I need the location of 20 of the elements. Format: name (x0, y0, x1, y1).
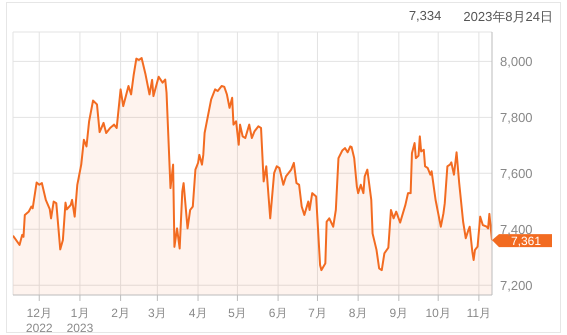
x-tick-label: 4月 (188, 306, 208, 320)
text: 2023年8月24日 (463, 8, 553, 26)
x-tick-label: 9月 (389, 306, 408, 320)
y-tick-label: 7,600 (500, 166, 533, 181)
x-tick-label: 11月 (466, 306, 492, 320)
y-tick-label: 7,400 (500, 222, 533, 237)
x-tick-label: 3月 (148, 306, 167, 320)
x-tick-label: 2月 (111, 306, 130, 320)
y-tick-label: 7,200 (500, 278, 533, 293)
annotation: 7,361 (510, 234, 542, 248)
x-tick-label: 6月 (268, 306, 288, 320)
x-tick-label: 5月 (228, 306, 247, 320)
x-tick-label: 7月 (308, 306, 327, 320)
y-tick-label: 8,000 (500, 54, 533, 69)
y-tick-label: 7,800 (500, 110, 533, 125)
x-tick-label: 12月 2022 (26, 306, 53, 335)
x-tick-label: 1月 2023 (66, 306, 94, 335)
text: 7,334 (408, 8, 442, 25)
x-tick-label: 8月 (348, 306, 368, 320)
x-tick-label: 10月 (426, 306, 451, 320)
